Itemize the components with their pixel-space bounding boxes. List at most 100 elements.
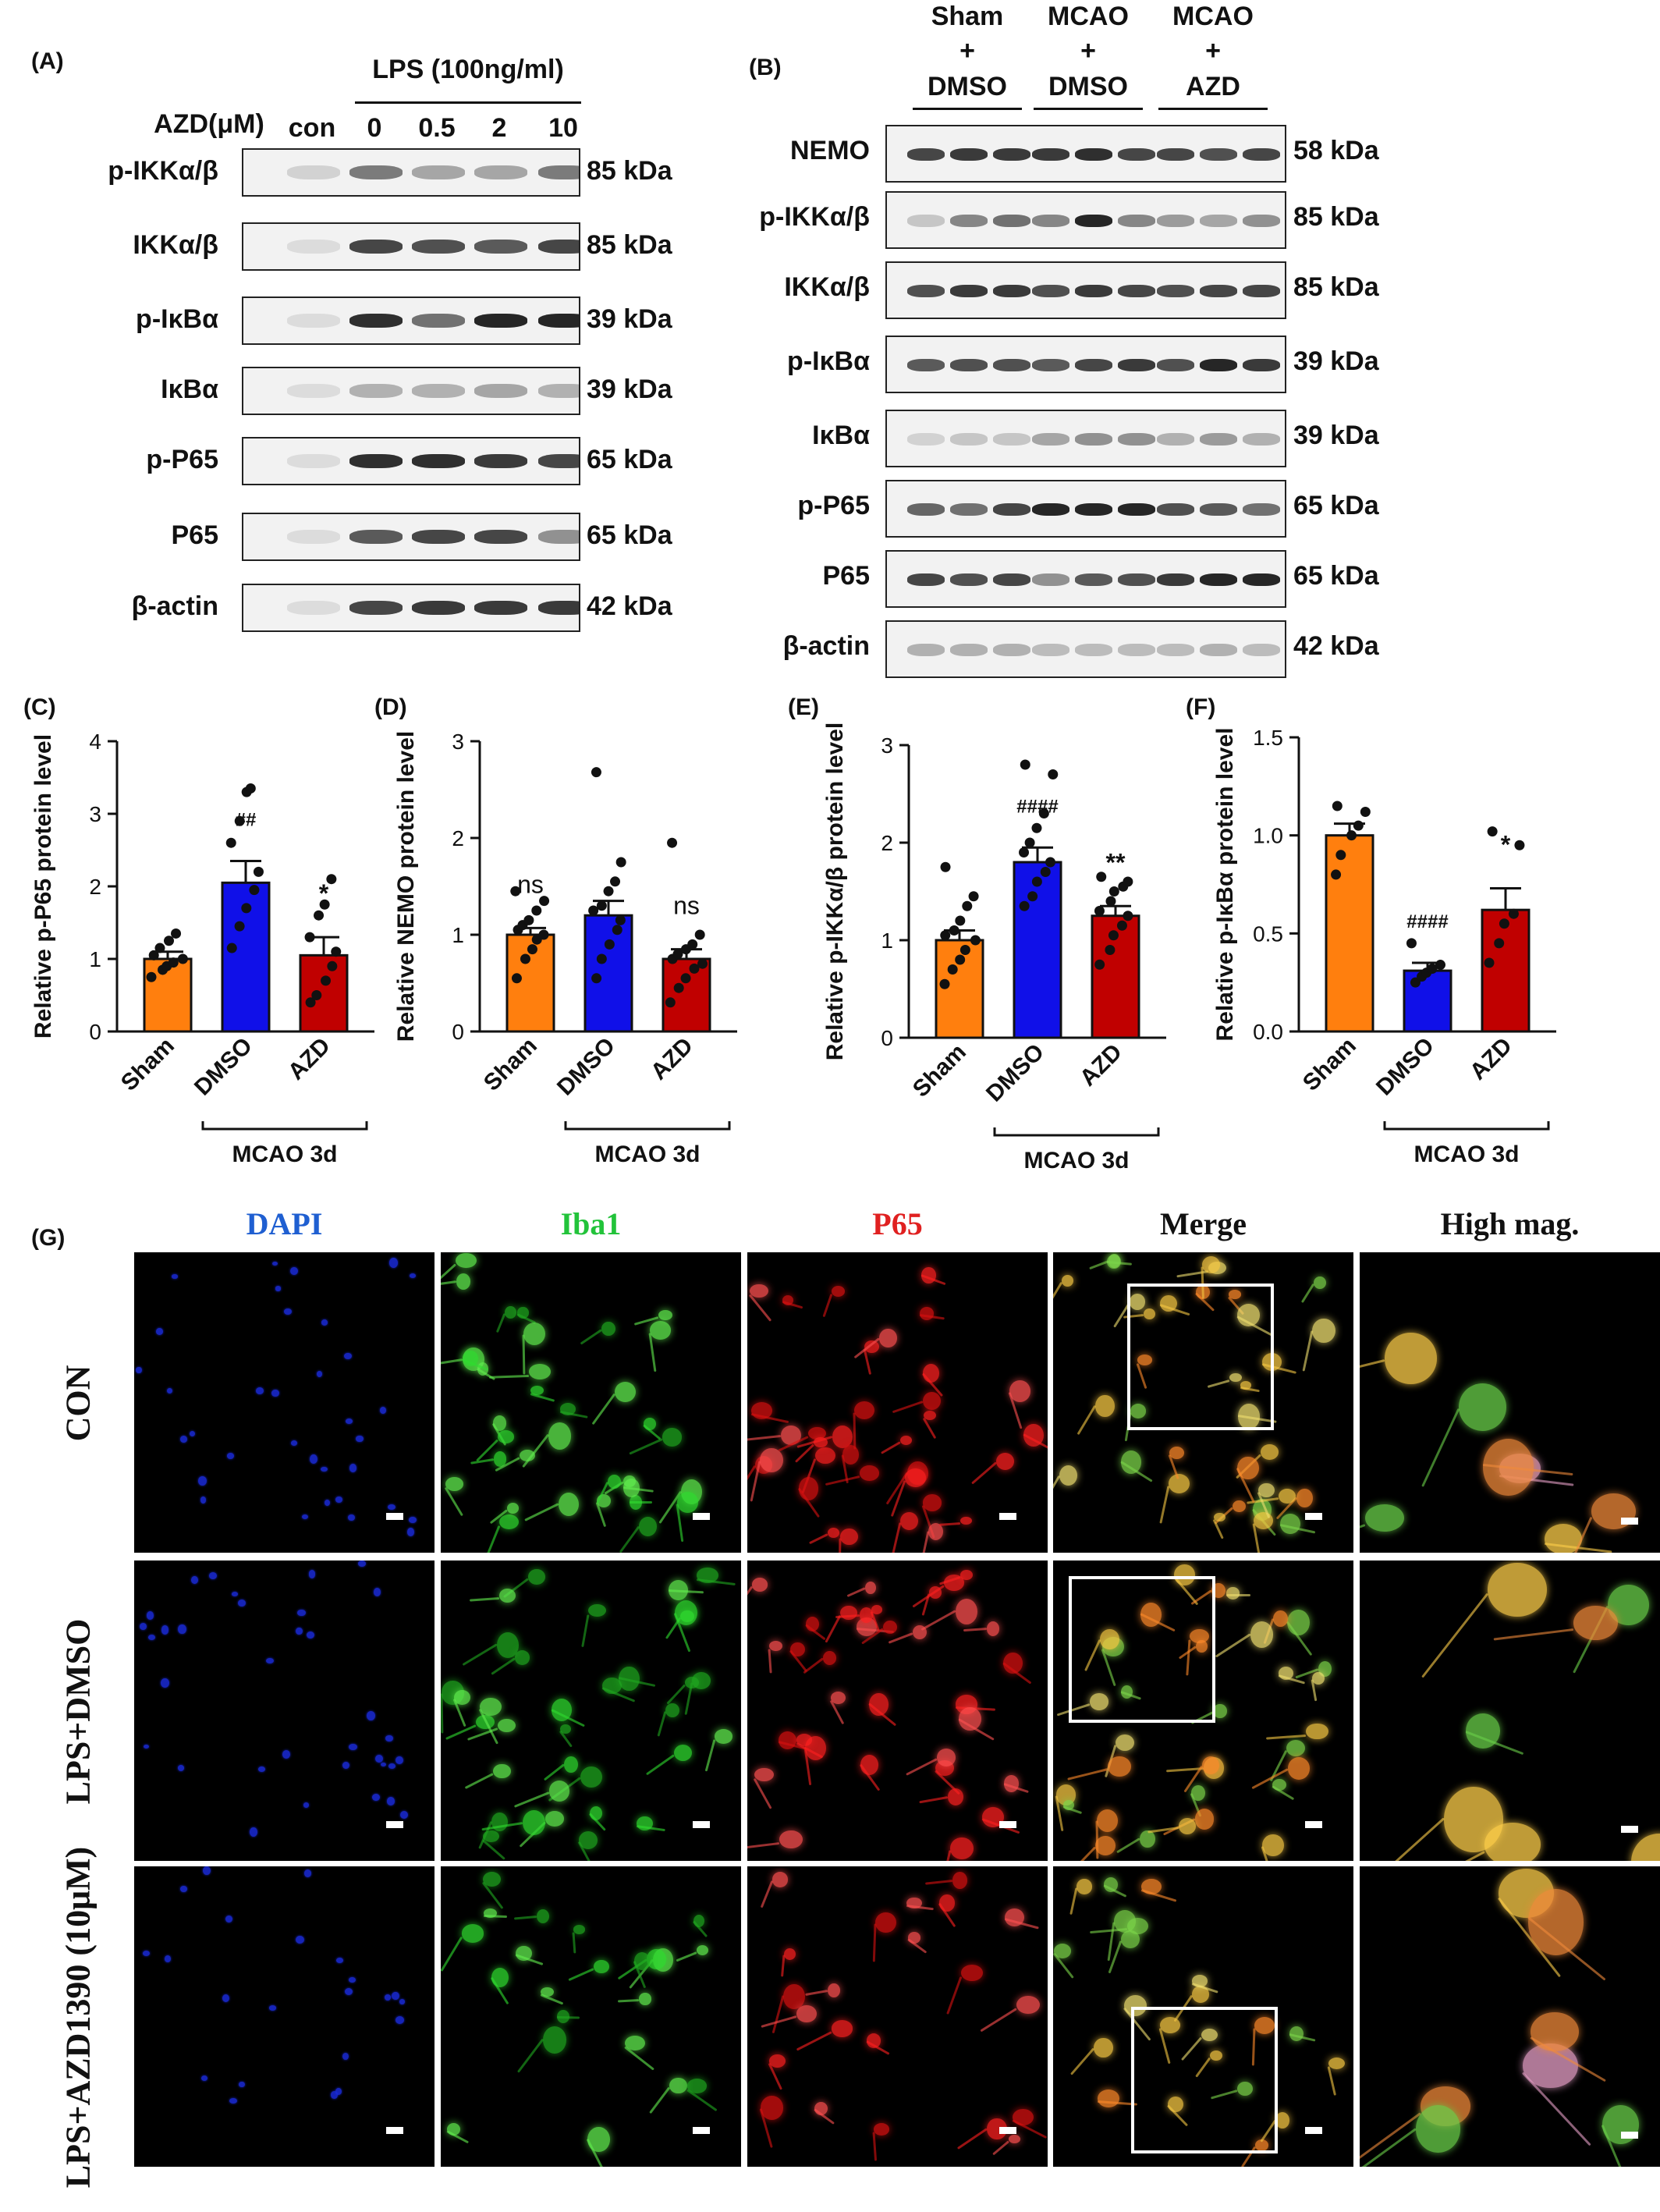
cell-shape bbox=[1169, 1446, 1184, 1459]
data-point bbox=[612, 925, 622, 936]
cell-shape bbox=[854, 1401, 875, 1420]
cell-shape bbox=[1528, 1888, 1584, 1955]
cell-process bbox=[1067, 1767, 1108, 1781]
cell-process bbox=[490, 1657, 516, 1676]
data-point bbox=[689, 963, 700, 974]
data-point bbox=[591, 973, 602, 984]
cell-shape bbox=[928, 1586, 942, 1599]
cell-process bbox=[544, 1763, 566, 1781]
cell-process bbox=[1421, 1592, 1489, 1678]
scale-bar bbox=[999, 1513, 1016, 1520]
blot-band bbox=[1032, 359, 1069, 371]
blot-band bbox=[1243, 573, 1280, 586]
cell-shape bbox=[1100, 1629, 1120, 1650]
cell-process bbox=[648, 1333, 657, 1372]
kda-label-a: 65 kDa bbox=[587, 445, 672, 474]
blot-band bbox=[287, 314, 340, 328]
cell-process bbox=[580, 1614, 589, 1647]
cell-process bbox=[872, 2132, 878, 2161]
scale-bar bbox=[999, 1821, 1016, 1828]
cell-shape bbox=[1097, 1809, 1119, 1832]
cell-shape bbox=[580, 1766, 603, 1788]
panel-a-label: (A) bbox=[31, 48, 64, 74]
microscopy-image bbox=[1053, 1866, 1353, 2167]
blot-band bbox=[538, 530, 579, 544]
cell-shape bbox=[445, 1477, 464, 1492]
cell-shape bbox=[760, 1447, 783, 1472]
data-point bbox=[1020, 759, 1030, 770]
cell-process bbox=[516, 2038, 544, 2074]
blot-band bbox=[287, 454, 340, 468]
cell-shape bbox=[995, 1452, 1014, 1470]
cell-shape bbox=[250, 1827, 258, 1837]
cell-shape bbox=[308, 1570, 316, 1578]
group-top-b: MCAO bbox=[1172, 2, 1254, 31]
cell-shape bbox=[1313, 1276, 1326, 1290]
cell-process bbox=[906, 1905, 934, 1911]
cell-shape bbox=[783, 1983, 805, 2009]
cell-process bbox=[992, 2140, 1010, 2156]
cell-process bbox=[530, 1392, 555, 1402]
cell-shape bbox=[950, 1837, 974, 1859]
cell-shape bbox=[499, 1589, 516, 1603]
cell-shape bbox=[1275, 2112, 1290, 2129]
cell-process bbox=[580, 1329, 603, 1345]
significance-label: #### bbox=[1406, 911, 1448, 932]
cell-shape bbox=[960, 1569, 973, 1580]
cell-process bbox=[808, 1533, 828, 1545]
data-point bbox=[327, 960, 338, 971]
data-point bbox=[955, 954, 966, 965]
blot-band bbox=[1200, 359, 1237, 371]
x-category-label: AZD bbox=[646, 1033, 698, 1085]
blot-band bbox=[1157, 285, 1194, 297]
blot-band bbox=[1032, 148, 1069, 161]
bar bbox=[935, 939, 984, 1039]
cell-shape bbox=[779, 1830, 803, 1849]
cell-shape bbox=[923, 1410, 937, 1421]
data-point bbox=[154, 943, 165, 953]
cell-shape bbox=[201, 2075, 208, 2081]
group-bracket-label: MCAO 3d bbox=[232, 1142, 338, 1167]
cell-shape bbox=[375, 1755, 384, 1763]
cell-shape bbox=[1232, 1500, 1246, 1513]
y-tick-label: 0.0 bbox=[1253, 1020, 1283, 1044]
cell-process bbox=[957, 2128, 988, 2150]
group-underline-b bbox=[913, 108, 1022, 110]
cell-shape bbox=[658, 1309, 673, 1320]
cell-shape bbox=[167, 1387, 173, 1394]
data-point bbox=[1118, 881, 1129, 892]
scale-bar bbox=[693, 1821, 710, 1828]
lane-label-a: 10 bbox=[548, 113, 578, 143]
blot-band bbox=[907, 433, 945, 446]
cell-shape bbox=[321, 1319, 328, 1326]
microscopy-image bbox=[747, 1252, 1048, 1553]
cell-process bbox=[938, 1522, 960, 1527]
cell-process bbox=[839, 1538, 842, 1553]
data-point bbox=[1038, 808, 1049, 818]
data-point bbox=[319, 899, 330, 910]
cell-shape bbox=[520, 1449, 535, 1461]
cell-shape bbox=[807, 1426, 826, 1440]
blot-band bbox=[1032, 644, 1069, 656]
data-point bbox=[1410, 977, 1421, 988]
cell-shape bbox=[257, 1766, 266, 1773]
data-point bbox=[672, 949, 683, 960]
cell-process bbox=[1300, 1283, 1315, 1303]
blot-band bbox=[349, 530, 403, 544]
cell-process bbox=[761, 2015, 797, 2028]
cell-shape bbox=[840, 1528, 859, 1545]
cell-shape bbox=[222, 1994, 229, 2003]
zoom-region-box bbox=[1127, 1284, 1274, 1430]
cell-process bbox=[1077, 1404, 1097, 1436]
data-point bbox=[148, 950, 159, 960]
cell-shape bbox=[680, 1610, 694, 1623]
cell-shape bbox=[860, 1754, 879, 1775]
bar bbox=[1013, 861, 1062, 1039]
data-point bbox=[955, 915, 966, 926]
blot-strip-b bbox=[885, 410, 1286, 467]
microscopy-image bbox=[441, 1252, 741, 1553]
cell-process bbox=[524, 1502, 559, 1521]
cell-shape bbox=[275, 1286, 282, 1291]
blot-strip-b bbox=[885, 480, 1286, 538]
cell-shape bbox=[335, 1958, 344, 1964]
